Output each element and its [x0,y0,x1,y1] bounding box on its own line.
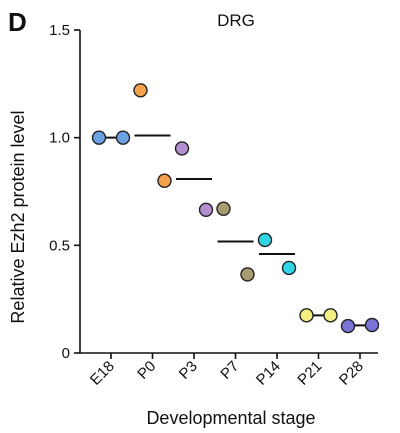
data-marks [91,83,380,334]
axes: 0 0.5 1.0 1.5 E18 P0 P3 P7 P14 P21 P28 [49,22,378,389]
data-point [133,83,148,98]
data-point [240,267,255,282]
data-point [216,201,231,216]
x-tick-label: P0 [134,358,159,383]
x-tick-label: P14 [253,358,284,389]
data-point [198,202,214,218]
data-point [174,141,190,156]
data-point [91,130,107,145]
y-tick-label: 0 [62,345,70,362]
y-axis-label: Relative Ezh2 protein level [8,110,28,323]
data-point [281,260,297,276]
y-tick-label: 1.0 [49,130,70,147]
data-point [115,130,131,145]
data-point [323,308,338,323]
x-axis-label: Developmental stage [146,408,315,428]
x-tick-label: P7 [217,358,242,383]
x-tick-label: P21 [294,358,325,389]
panel-label: D [8,7,27,37]
x-tick-label: E18 [87,358,118,389]
data-point [157,173,172,188]
data-point [299,308,314,323]
data-point [364,317,380,333]
data-point [340,318,356,334]
y-tick-label: 1.5 [49,22,70,39]
x-tick-label: P3 [176,358,201,383]
x-tick-label: P28 [336,358,367,389]
chart-title: DRG [217,11,255,30]
data-point [257,232,273,248]
y-tick-label: 0.5 [49,237,70,254]
